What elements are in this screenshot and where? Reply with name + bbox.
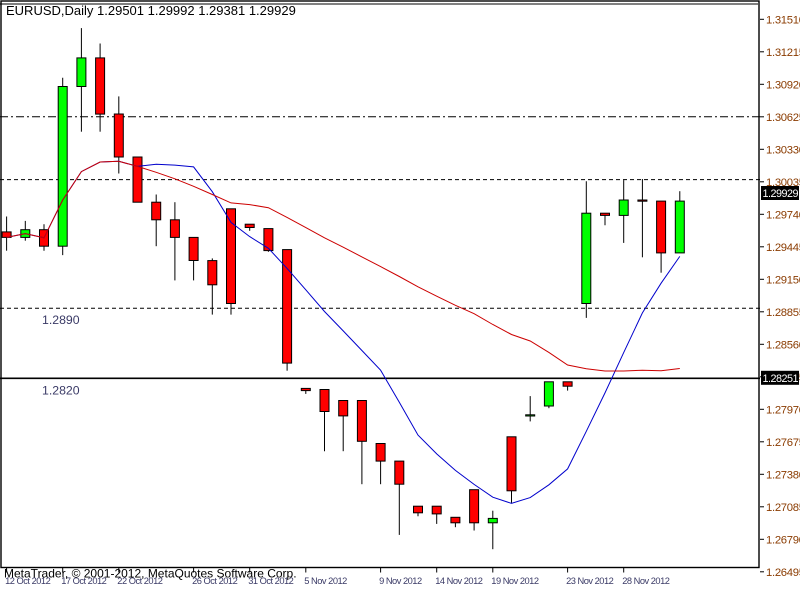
svg-text:1.28251: 1.28251 — [763, 373, 799, 385]
svg-text:1.29740: 1.29740 — [766, 209, 800, 221]
svg-text:1.2820: 1.2820 — [42, 383, 80, 397]
svg-text:14 Nov 2012: 14 Nov 2012 — [435, 576, 483, 586]
svg-text:5 Nov 2012: 5 Nov 2012 — [304, 576, 347, 586]
svg-text:1.28560: 1.28560 — [766, 339, 800, 351]
svg-text:1.30920: 1.30920 — [766, 79, 800, 91]
svg-text:1.29929: 1.29929 — [763, 188, 799, 200]
svg-text:1.31215: 1.31215 — [766, 47, 800, 59]
svg-text:1.30625: 1.30625 — [766, 112, 800, 124]
svg-text:1.29445: 1.29445 — [766, 242, 800, 254]
svg-text:1.2890: 1.2890 — [42, 313, 80, 327]
svg-text:1.27970: 1.27970 — [766, 404, 800, 416]
svg-text:1.26495: 1.26495 — [766, 567, 800, 579]
svg-text:1.26790: 1.26790 — [766, 534, 800, 546]
svg-text:1.31510: 1.31510 — [766, 14, 800, 26]
svg-text:1.30330: 1.30330 — [766, 144, 800, 156]
svg-text:EURUSD,Daily 1.29501 1.29992: EURUSD,Daily 1.29501 1.29992 1.29381 1.2… — [6, 3, 296, 18]
svg-text:28 Nov 2012: 28 Nov 2012 — [622, 576, 670, 586]
svg-text:1.27675: 1.27675 — [766, 437, 800, 449]
svg-text:1.27380: 1.27380 — [766, 469, 800, 481]
svg-text:1.28855: 1.28855 — [766, 307, 800, 319]
svg-text:23 Nov 2012: 23 Nov 2012 — [566, 576, 614, 586]
svg-text:1.27085: 1.27085 — [766, 502, 800, 514]
svg-text:MetaTrader, © 2001-2012, MetaQ: MetaTrader, © 2001-2012, MetaQuotes Soft… — [4, 567, 297, 581]
svg-text:1.29150: 1.29150 — [766, 274, 800, 286]
svg-text:19 Nov 2012: 19 Nov 2012 — [491, 576, 539, 586]
svg-text:9 Nov 2012: 9 Nov 2012 — [379, 576, 422, 586]
